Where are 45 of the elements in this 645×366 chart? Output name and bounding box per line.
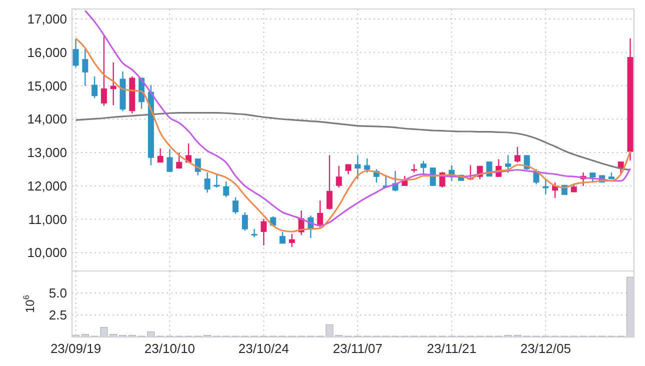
candlestick bbox=[514, 146, 520, 164]
candlestick bbox=[232, 196, 239, 215]
candlestick bbox=[82, 48, 88, 86]
candlestick bbox=[166, 148, 173, 172]
y-tick-label: 11,000 bbox=[28, 212, 67, 227]
candlestick bbox=[420, 160, 426, 175]
candlestick bbox=[364, 158, 370, 174]
x-tick-label: 23/09/19 bbox=[50, 341, 102, 356]
candlestick bbox=[157, 148, 164, 164]
candlestick bbox=[176, 152, 182, 170]
candlestick bbox=[336, 165, 342, 188]
candlestick bbox=[505, 154, 512, 174]
y-tick-label: 2.5 bbox=[48, 308, 67, 323]
candlestick bbox=[618, 160, 624, 175]
candlestick bbox=[204, 172, 210, 194]
y-tick-label: 12,000 bbox=[27, 178, 67, 194]
y-tick-label: 15,000 bbox=[27, 78, 67, 94]
y-tick-label: 13,000 bbox=[27, 145, 67, 160]
candlestick bbox=[354, 154, 361, 180]
candlestick bbox=[542, 178, 549, 195]
x-tick-label: 23/12/05 bbox=[520, 341, 571, 356]
y-tick-label: 16,000 bbox=[27, 44, 67, 60]
line-series bbox=[74, 38, 632, 232]
candlestick bbox=[92, 76, 98, 99]
candlestick bbox=[223, 180, 230, 198]
candlestick bbox=[345, 164, 352, 175]
x-tick-label: 23/10/10 bbox=[144, 341, 196, 356]
candlestick bbox=[72, 38, 79, 68]
y-tick-label: 5.0 bbox=[48, 286, 67, 301]
y-tick-label: 17,000 bbox=[27, 12, 67, 27]
candlestick bbox=[251, 228, 258, 238]
candlestick bbox=[260, 218, 267, 246]
y-tick-label: 10,000 bbox=[27, 245, 67, 260]
x-tick-label: 23/10/24 bbox=[238, 341, 290, 356]
candlestick bbox=[288, 233, 295, 248]
candlestick bbox=[110, 62, 116, 106]
line-series bbox=[74, 112, 632, 171]
candlestick bbox=[100, 35, 107, 106]
x-tick-label: 23/11/07 bbox=[332, 341, 383, 356]
candlestick bbox=[326, 154, 333, 210]
candlestick bbox=[242, 212, 248, 232]
candlestick bbox=[317, 200, 324, 228]
x-tick-label: 23/11/21 bbox=[426, 341, 476, 356]
candlestick bbox=[214, 174, 220, 188]
y-tick-label: 14,000 bbox=[27, 112, 67, 127]
